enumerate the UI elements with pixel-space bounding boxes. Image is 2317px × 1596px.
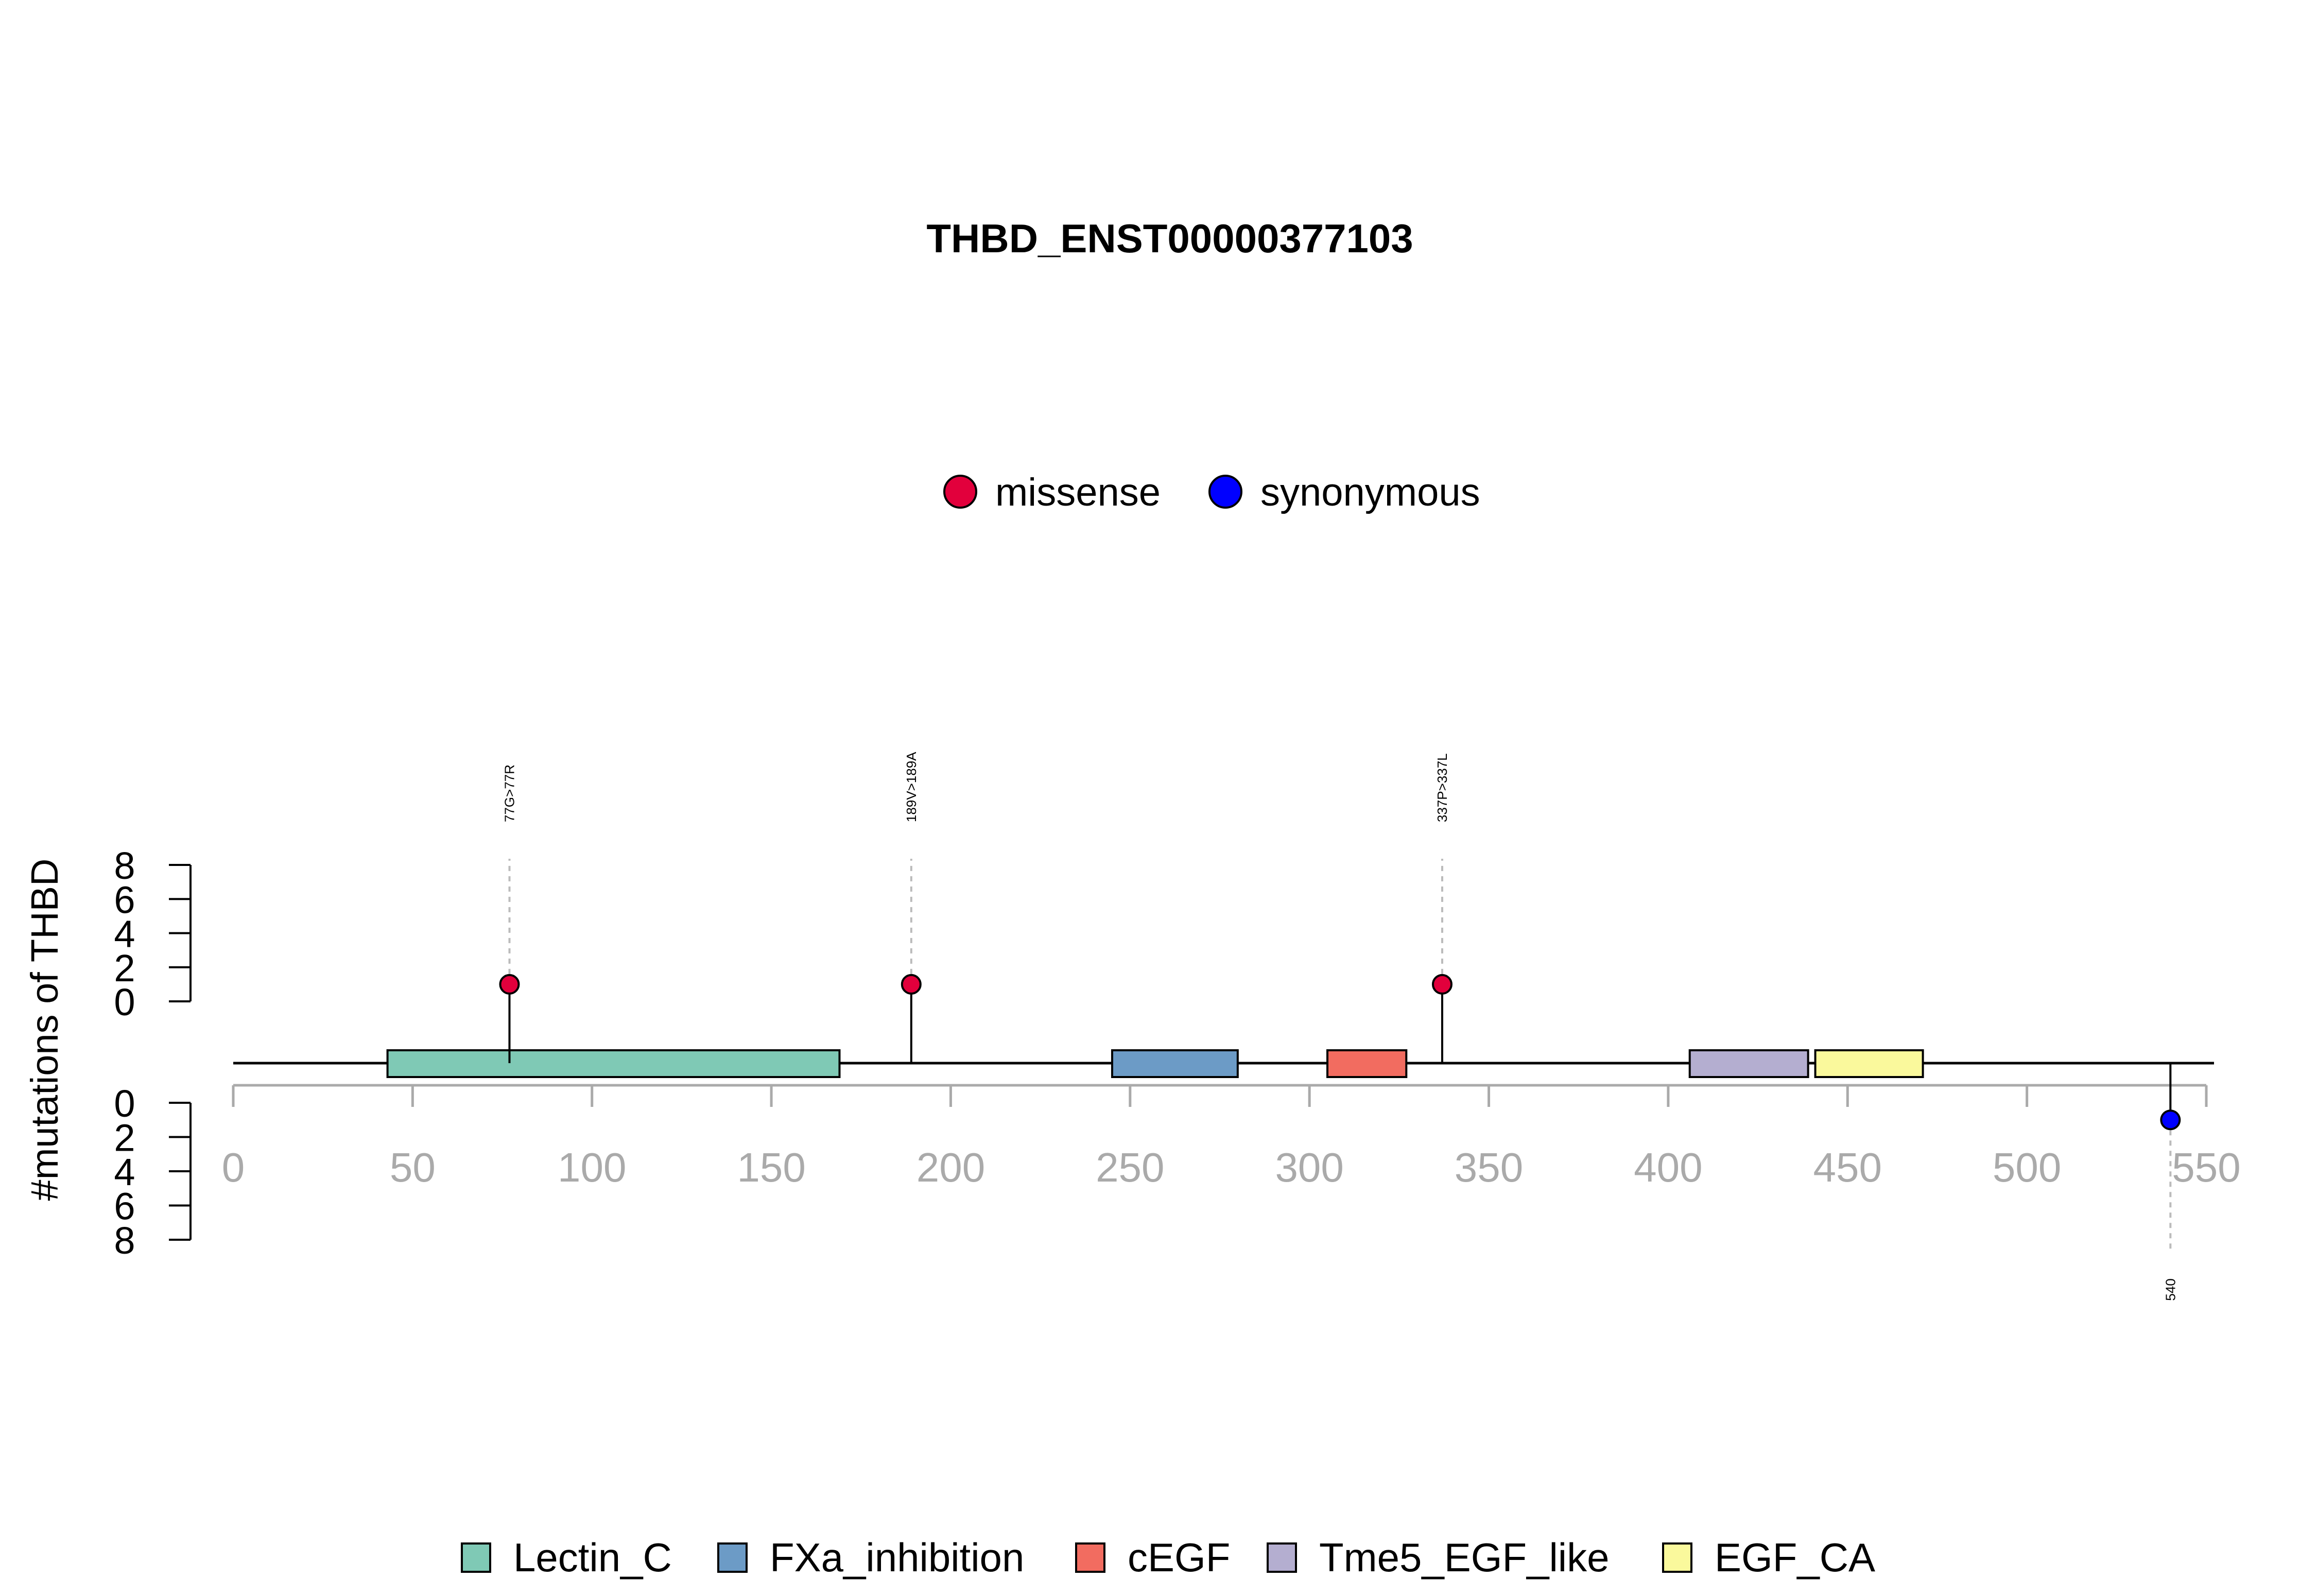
y-tick-label-bottom: 6: [114, 1185, 135, 1228]
domain-cEGF: [1326, 1049, 1408, 1078]
domain-blocks: [386, 1049, 1924, 1078]
mutation-label: 540: [2163, 1278, 2178, 1300]
domain-Tme5_EGF_like: [1688, 1049, 1809, 1078]
mutation-label: 189V>189A: [904, 752, 919, 822]
legend-marker-synonymous: [1208, 475, 1242, 509]
legend-marker-missense: [943, 475, 977, 509]
y-tick-label-top: 0: [114, 981, 135, 1023]
x-axis: 0 50 100 150 200 250 300 350 400 450 500 550: [222, 1084, 2241, 1190]
lollipop-head-synonymous: [2160, 1109, 2181, 1131]
y-tick-label-bottom: 2: [114, 1117, 135, 1159]
domain-FXa_inhibition: [1111, 1049, 1239, 1078]
mutation-label: 77G>77R: [502, 765, 517, 822]
mutation-legend: missense synonymous: [943, 471, 1480, 514]
mutation-lollipops: 77G>77R 189V>189A 337P>337L 540: [499, 752, 2181, 1301]
y-tick-label-bottom: 0: [114, 1082, 135, 1125]
legend-swatch-EGF_CA: [1662, 1542, 1692, 1573]
legend-label-synonymous: synonymous: [1260, 471, 1480, 514]
legend-swatch-Tme5_EGF_like: [1267, 1542, 1297, 1573]
y-tick-label-bottom: 4: [114, 1151, 135, 1193]
x-tick-label: 350: [1455, 1144, 1523, 1190]
x-tick-label: 500: [1993, 1144, 2061, 1190]
domain-legend: Lectin_C FXa_inhibition cEGF Tme5_EGF_like E…: [461, 1535, 1875, 1580]
lollipop-head-missense: [1431, 974, 1453, 995]
lollipop-head-missense: [499, 974, 520, 995]
x-tick-label: 400: [1634, 1144, 1702, 1190]
y-tick-label-top: 6: [114, 878, 135, 921]
legend-label-FXa_inhibition: FXa_inhibition: [770, 1535, 1024, 1580]
y-tick-label-top: 8: [114, 844, 135, 887]
x-tick-label: 300: [1275, 1144, 1343, 1190]
legend-label-missense: missense: [995, 471, 1161, 514]
y-tick-label-bottom: 8: [114, 1219, 135, 1262]
chart-title: THBD_ENST00000377103: [926, 216, 1413, 261]
x-tick-label: 50: [390, 1144, 436, 1190]
x-tick-label: 200: [917, 1144, 985, 1190]
legend-swatch-Lectin_C: [461, 1542, 491, 1573]
legend-swatch-cEGF: [1075, 1542, 1105, 1573]
x-tick-label: 150: [737, 1144, 805, 1190]
x-tick-label: 550: [2172, 1144, 2240, 1190]
y-tick-label-top: 2: [114, 947, 135, 990]
x-tick-label: 250: [1096, 1144, 1164, 1190]
legend-label-Lectin_C: Lectin_C: [513, 1535, 672, 1580]
legend-label-cEGF: cEGF: [1128, 1535, 1230, 1580]
mutation-label: 337P>337L: [1434, 753, 1450, 822]
x-tick-label: 0: [222, 1144, 245, 1190]
domain-EGF_CA: [1814, 1049, 1924, 1078]
lollipop-head-missense: [901, 974, 922, 995]
x-tick-label: 100: [558, 1144, 626, 1190]
legend-label-EGF_CA: EGF_CA: [1715, 1535, 1875, 1580]
x-tick-label: 450: [1813, 1144, 1882, 1190]
y-axis-label: #mutations of THBD: [23, 859, 66, 1201]
y-tick-label-top: 4: [114, 913, 135, 956]
domain-Lectin_C: [386, 1049, 841, 1078]
legend-label-Tme5_EGF_like: Tme5_EGF_like: [1319, 1535, 1610, 1580]
legend-swatch-FXa_inhibition: [717, 1542, 748, 1573]
